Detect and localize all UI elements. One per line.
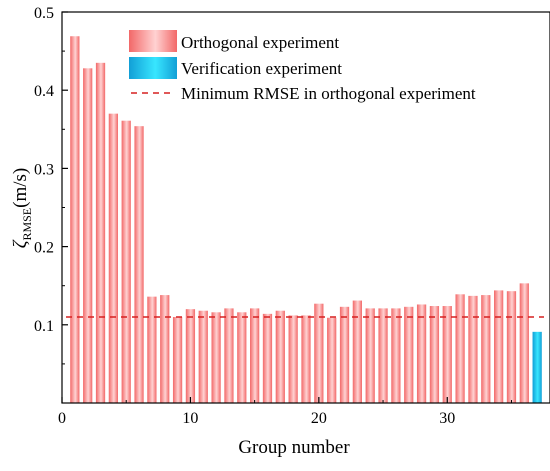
bar-orthogonal-35 — [506, 291, 517, 403]
bar-orthogonal-25 — [378, 308, 388, 403]
x-tick-label: 0 — [58, 410, 66, 427]
bar-orthogonal-15 — [250, 308, 260, 403]
bar-orthogonal-26 — [391, 308, 401, 403]
bar-orthogonal-12 — [211, 312, 221, 403]
bar-orthogonal-24 — [365, 308, 375, 403]
bar-orthogonal-8 — [160, 295, 170, 403]
bar-orthogonal-2 — [83, 68, 93, 403]
bar-orthogonal-20 — [314, 303, 324, 403]
axis-ticks: 0.1 0.2 0.3 0.4 0.5 0 10 20 30 — [34, 5, 512, 427]
x-tick-label: 20 — [311, 410, 327, 427]
bar-orthogonal-10 — [185, 309, 196, 403]
bar-orthogonal-3 — [95, 62, 106, 404]
legend: Orthogonal experiment Verification exper… — [129, 30, 476, 103]
bar-orthogonal-32 — [468, 295, 478, 403]
bar-orthogonal-36 — [519, 283, 529, 403]
bar-orthogonal-7 — [147, 296, 157, 403]
bar-orthogonal-27 — [404, 306, 414, 403]
bar-orthogonal-22 — [339, 306, 350, 403]
bar-orthogonal-28 — [416, 304, 427, 403]
bar-orthogonal-33 — [481, 295, 491, 403]
x-axis-label: Group number — [238, 437, 350, 458]
bar-orthogonal-19 — [301, 315, 311, 403]
x-tick-label: 10 — [182, 410, 198, 427]
bar-orthogonal-23 — [352, 300, 362, 403]
legend-swatch-verification — [129, 57, 177, 79]
y-tick-label: 0.4 — [34, 83, 54, 100]
bar-orthogonal-16 — [262, 313, 273, 403]
bar-orthogonal-29 — [429, 306, 440, 403]
bar-verification-37 — [532, 331, 542, 403]
bar-orthogonal-30 — [442, 306, 452, 403]
x-tick-label: 30 — [439, 410, 455, 427]
y-tick-label: 0.1 — [34, 318, 54, 335]
legend-label-orthogonal: Orthogonal experiment — [181, 33, 339, 52]
y-tick-label: 0.2 — [34, 240, 54, 257]
bar-orthogonal-17 — [275, 310, 285, 403]
bar-orthogonal-21 — [327, 317, 337, 403]
bar-orthogonal-6 — [134, 126, 144, 403]
legend-label-verification: Verification experiment — [181, 59, 342, 78]
bars-group — [70, 36, 542, 404]
bar-orthogonal-13 — [224, 308, 234, 403]
y-axis-subscript: RMSE — [20, 208, 34, 241]
bar-orthogonal-9 — [172, 316, 183, 403]
y-tick-label: 0.3 — [34, 161, 54, 178]
bar-orthogonal-31 — [455, 294, 465, 403]
y-axis-label: ζRMSE(m/s) — [10, 168, 34, 249]
bar-orthogonal-34 — [494, 290, 504, 403]
bar-orthogonal-4 — [108, 113, 118, 403]
bar-orthogonal-14 — [237, 312, 247, 403]
bar-orthogonal-1 — [70, 36, 80, 403]
legend-label-minimum-rmse: Minimum RMSE in orthogonal experiment — [181, 84, 476, 103]
y-axis-symbol: ζ — [10, 239, 31, 248]
bar-orthogonal-5 — [121, 120, 131, 403]
bar-orthogonal-11 — [198, 310, 208, 403]
y-axis-unit: (m/s) — [10, 168, 31, 208]
y-tick-label: 0.5 — [34, 5, 54, 22]
legend-swatch-orthogonal — [129, 30, 177, 52]
bar-orthogonal-18 — [288, 315, 298, 403]
